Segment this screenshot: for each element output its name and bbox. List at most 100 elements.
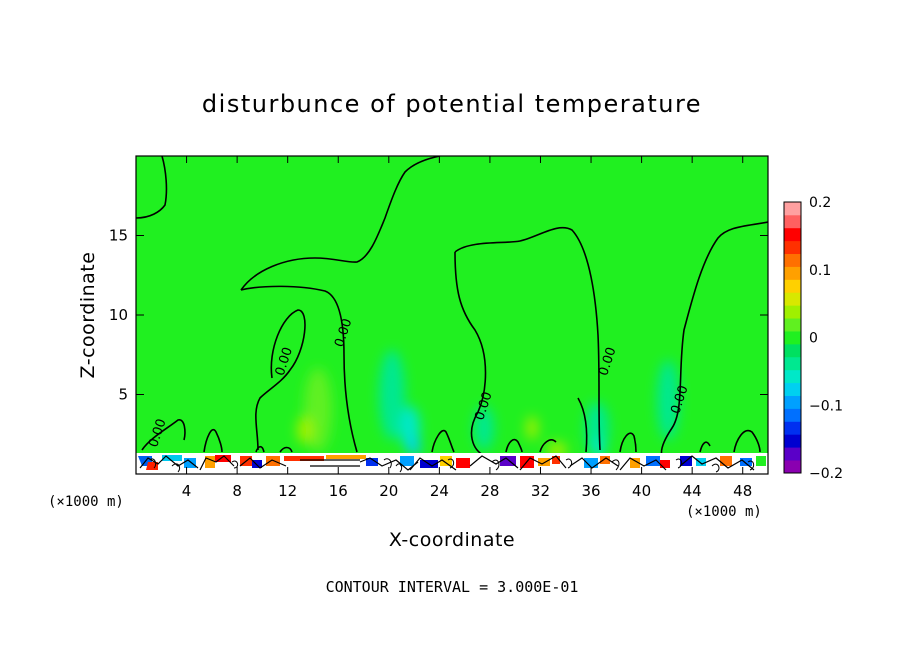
- contour-line: [141, 419, 186, 451]
- surface-blob: [756, 456, 766, 466]
- contour-interval-note: CONTOUR INTERVAL = 3.000E-01: [326, 578, 579, 596]
- x-tick-label: 36: [581, 482, 600, 500]
- y-tick-labels: 5 10 15: [109, 227, 128, 404]
- surface-blob: [184, 458, 196, 468]
- surface-blob: [696, 458, 706, 466]
- x-tick-labels: 4 8 12 16 20 24 28 32 36 40 44 48: [182, 482, 752, 500]
- surface-contours: [149, 458, 755, 473]
- colorbar-swatches: [784, 202, 801, 474]
- surface-blob: [440, 456, 452, 466]
- x-tick-label: 4: [182, 482, 192, 500]
- surface-blob: [538, 458, 550, 466]
- colorbar-swatch: [784, 305, 801, 319]
- plot-area: 0.000.000.000.000.000.00: [136, 156, 768, 474]
- colorbar-swatch: [784, 214, 801, 229]
- surface-contours: [139, 455, 755, 471]
- colorbar-swatch: [784, 343, 801, 358]
- colorbar-swatch: [784, 447, 801, 461]
- x-tick-label: 40: [632, 482, 651, 500]
- colorbar-tick-label: 0.1: [809, 263, 831, 279]
- surface-blob: [660, 460, 670, 468]
- field-patch-cool: [408, 436, 420, 456]
- surface-blob: [366, 458, 378, 466]
- x-unit-label-left: (×1000 m): [48, 494, 124, 510]
- colorbar-swatch: [784, 318, 801, 332]
- x-tick-label: 12: [278, 482, 297, 500]
- colorbar: 0.2 0.1 0 −0.1 −0.2: [783, 195, 843, 482]
- contour-line: [431, 429, 455, 453]
- contour-line: [454, 251, 487, 457]
- colorbar-swatch: [784, 266, 801, 280]
- contour-line: [505, 438, 523, 453]
- field-patch-cool: [474, 406, 494, 450]
- field-patch-light: [297, 416, 313, 444]
- colorbar-tick-label: 0: [809, 331, 818, 347]
- colorbar-swatch: [784, 408, 801, 422]
- x-tick-label: 32: [531, 482, 550, 500]
- colorbar-swatch: [784, 331, 801, 345]
- colorbar-tick-label: −0.1: [809, 398, 843, 414]
- y-tick-label: 10: [109, 306, 128, 324]
- surface-blob: [456, 458, 470, 468]
- colorbar-swatch: [784, 279, 801, 293]
- colorbar-frame: [783, 201, 802, 474]
- y-tick-label: 15: [109, 227, 128, 245]
- surface-blob: [400, 456, 414, 466]
- colorbar-swatch: [784, 369, 801, 384]
- field-patch-cool: [657, 360, 679, 440]
- contour-line: [279, 446, 293, 453]
- axis-ticks: [136, 156, 768, 474]
- colorbar-swatch: [784, 240, 801, 255]
- surface-layer: [136, 453, 768, 474]
- x-tick-label: 44: [683, 482, 702, 500]
- x-tick-label: 8: [232, 482, 242, 500]
- x-tick-label: 20: [379, 482, 398, 500]
- colorbar-swatch: [784, 227, 801, 242]
- colorbar-swatch: [784, 356, 801, 371]
- colorbar-swatch: [784, 253, 801, 267]
- contour-line: [255, 309, 306, 451]
- colorbar-labels: 0.2 0.1 0 −0.1 −0.2: [809, 195, 843, 482]
- surface-blob: [630, 458, 640, 468]
- field-patches: [297, 350, 679, 458]
- zero-contours: [136, 156, 768, 457]
- x-tick-label: 24: [430, 482, 449, 500]
- colorbar-tick-label: −0.2: [809, 466, 843, 482]
- contour-line: [577, 397, 588, 453]
- surface-blob: [600, 456, 610, 464]
- x-tick-label: 28: [480, 482, 499, 500]
- field-patch-cool: [379, 350, 405, 440]
- surface-blob: [740, 458, 752, 466]
- x-tick-label: 16: [329, 482, 348, 500]
- colorbar-swatch: [784, 434, 801, 448]
- x-axis-title: X-coordinate: [389, 529, 515, 551]
- contour-line: [733, 429, 761, 453]
- contour-line: [240, 285, 358, 453]
- chart-title: disturbunce of potential temperature: [202, 90, 702, 118]
- contour-line: [699, 441, 711, 453]
- contour-line: [255, 445, 265, 453]
- colorbar-swatch: [784, 395, 801, 409]
- surface-blob: [326, 455, 366, 459]
- contour-line: [203, 428, 223, 453]
- colorbar-swatch: [784, 202, 801, 216]
- contour-line: [136, 156, 168, 219]
- surface-blob: [162, 455, 182, 461]
- colorbar-swatch: [784, 292, 801, 306]
- surface-blob: [146, 462, 158, 470]
- field-patch-cool: [585, 402, 609, 454]
- contour-line: [539, 439, 557, 453]
- surface-blob: [720, 456, 732, 466]
- field-patch-light: [526, 416, 538, 440]
- colorbar-swatch: [784, 382, 801, 396]
- contour-line: [660, 221, 768, 457]
- colorbar-tick-label: 0.2: [809, 195, 831, 211]
- contour-line: [240, 156, 441, 291]
- x-tick-label: 48: [733, 482, 752, 500]
- contour-line: [619, 432, 637, 453]
- contour-line: [454, 226, 601, 451]
- colorbar-swatch: [784, 460, 801, 474]
- y-axis-title: Z-coordinate: [77, 252, 99, 379]
- x-unit-label-right: (×1000 m): [686, 504, 762, 520]
